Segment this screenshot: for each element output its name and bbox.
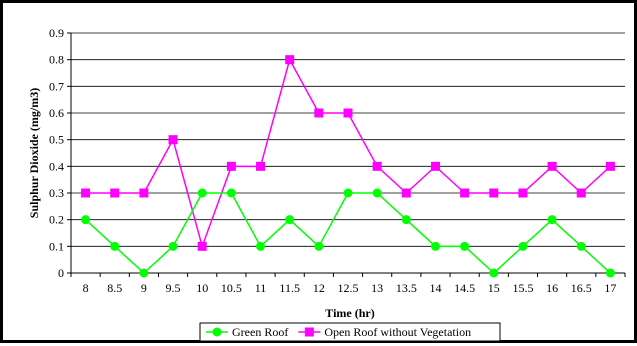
legend-item: Open Roof without Vegetation: [298, 325, 471, 339]
x-tick-label: 9: [141, 281, 147, 295]
data-point: [314, 241, 324, 251]
x-tick-label: 14.5: [454, 281, 475, 295]
x-tick-label: 16: [546, 281, 558, 295]
x-tick-label: 11: [255, 281, 267, 295]
y-tick-label: 0.3: [49, 186, 64, 200]
y-tick-label: 0.6: [49, 106, 64, 120]
data-point: [547, 215, 557, 225]
data-point: [605, 161, 615, 171]
data-point: [110, 188, 120, 198]
data-point: [518, 188, 528, 198]
x-tick-label: 17: [604, 281, 616, 295]
data-point: [518, 241, 528, 251]
data-point: [343, 188, 353, 198]
legend: Green Roof Open Roof without Vegetation: [199, 322, 501, 342]
data-point: [314, 108, 324, 118]
x-tick-label: 8.5: [107, 281, 122, 295]
y-tick-label: 0.9: [49, 26, 64, 40]
legend-marker: [212, 327, 222, 337]
data-point: [401, 215, 411, 225]
data-point: [547, 161, 557, 171]
data-point: [168, 135, 178, 145]
data-point: [576, 241, 586, 251]
data-point: [460, 188, 470, 198]
data-point: [460, 241, 470, 251]
legend-box: [199, 322, 501, 342]
x-tick-label: 12.5: [338, 281, 359, 295]
data-point: [168, 241, 178, 251]
x-tick-label: 8: [83, 281, 89, 295]
data-point: [81, 215, 91, 225]
y-axis-title: Sulphur Dioxide (mg/m3): [27, 88, 41, 218]
legend-label: Green Roof: [232, 325, 288, 339]
axes: 0 0.1 0.2 0.3 0.4 0.5 0.6 0.7 0.8 0.9 8 8.5 9 9.5 10 10…: [49, 26, 626, 295]
x-tick-label: 9.5: [166, 281, 181, 295]
y-tick-label: 0.8: [49, 53, 64, 67]
data-point: [110, 241, 120, 251]
y-tick-label: 0: [58, 266, 64, 280]
data-point: [81, 188, 91, 198]
series-line: [85, 192, 611, 275]
data-point: [139, 268, 149, 278]
x-tick-label: 10: [196, 281, 208, 295]
data-point: [489, 188, 499, 198]
data-point: [197, 241, 207, 251]
series: [81, 55, 615, 278]
line-chart: 0 0.1 0.2 0.3 0.4 0.5 0.6 0.7 0.8 0.9 8 8.5 9 9.5 10 10…: [27, 26, 626, 342]
y-tick-label: 0.7: [49, 79, 64, 93]
data-point: [197, 188, 207, 198]
data-point: [226, 188, 236, 198]
legend-item: Green Roof: [206, 325, 288, 339]
x-tick-label: 14: [429, 281, 441, 295]
legend-marker: [304, 327, 314, 337]
data-point: [576, 188, 586, 198]
data-point: [285, 55, 295, 65]
data-point: [256, 161, 266, 171]
data-point: [489, 268, 499, 278]
data-point: [343, 108, 353, 118]
legend-label: Open Roof without Vegetation: [324, 325, 471, 339]
series-line: [85, 57, 611, 249]
x-tick-label: 11.5: [279, 281, 300, 295]
y-tick-label: 0.4: [49, 159, 64, 173]
y-tick-label: 0.2: [49, 213, 64, 227]
x-tick-label: 15: [488, 281, 500, 295]
data-point: [430, 161, 440, 171]
series-open-roof-without-vegetation: [81, 55, 615, 251]
x-tick-label: 10.5: [221, 281, 242, 295]
x-tick-label: 13: [371, 281, 383, 295]
data-point: [139, 188, 149, 198]
data-point: [372, 161, 382, 171]
data-point: [401, 188, 411, 198]
data-point: [226, 161, 236, 171]
x-tick-label: 13.5: [396, 281, 417, 295]
data-point: [605, 268, 615, 278]
gridlines: [71, 32, 625, 247]
data-point: [285, 215, 295, 225]
x-axis-title: Time (hr): [325, 306, 374, 320]
data-point: [430, 241, 440, 251]
data-point: [256, 241, 266, 251]
x-tick-label: 16.5: [571, 281, 592, 295]
series-green-roof: [81, 188, 615, 278]
x-tick-label: 15.5: [512, 281, 533, 295]
x-tick-label: 12: [313, 281, 325, 295]
y-tick-label: 0.1: [49, 239, 64, 253]
y-tick-label: 0.5: [49, 133, 64, 147]
data-point: [372, 188, 382, 198]
